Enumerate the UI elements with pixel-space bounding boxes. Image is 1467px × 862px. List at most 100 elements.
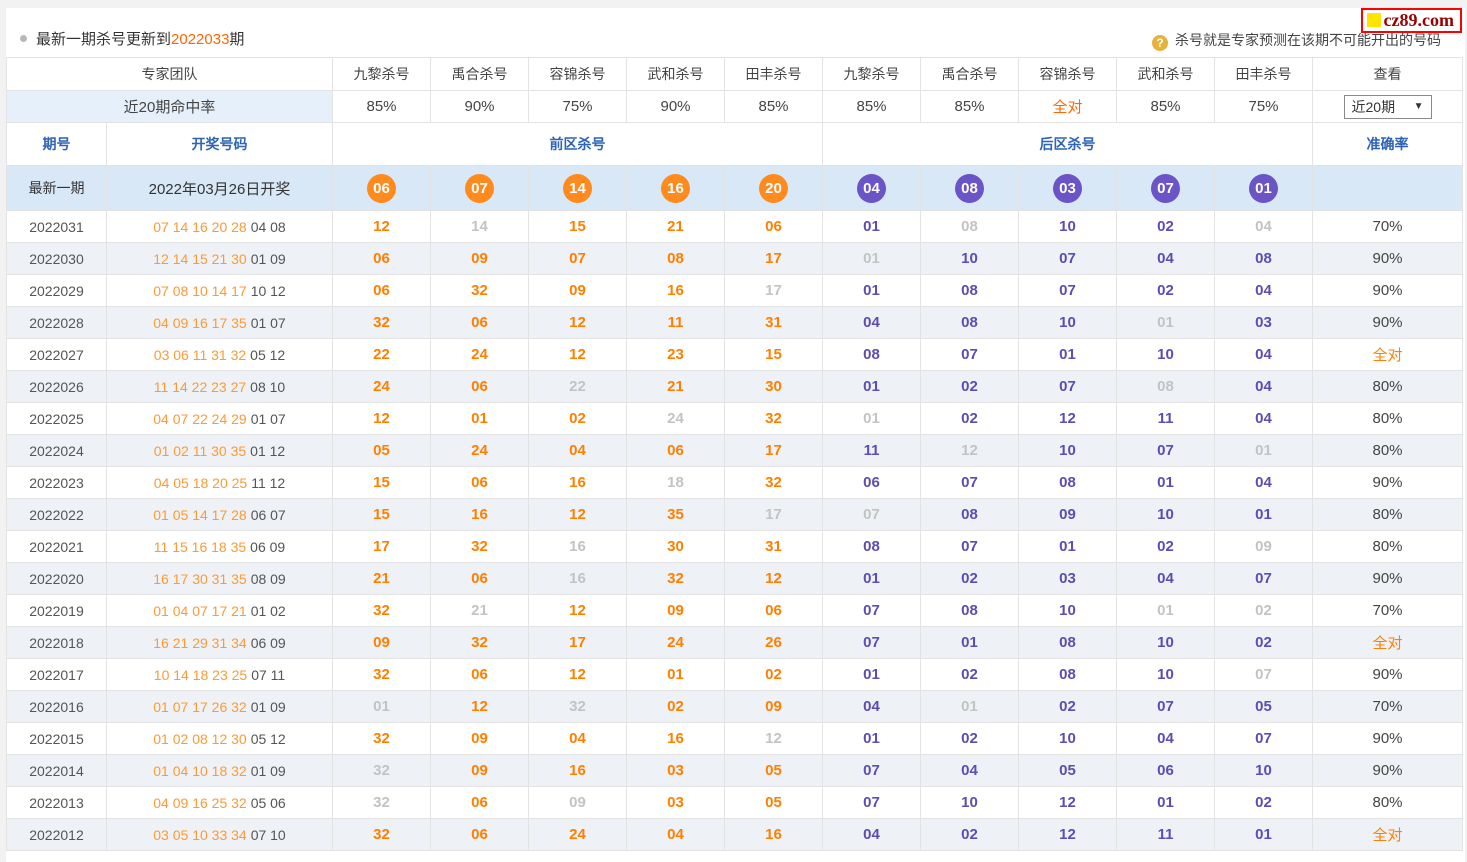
back-kill-number: 08 [920,498,1019,531]
back-kill-number: 10 [1116,338,1215,371]
front-kill-number: 30 [724,370,823,403]
front-draw-numbers: 10 14 18 23 25 [153,666,248,683]
front-kill-number: 06 [626,434,725,467]
front-kill-number: 02 [724,658,823,691]
back-kill-number: 08 [920,594,1019,627]
front-kill-number: 32 [430,274,529,307]
back-kill-number: 02 [1116,274,1215,307]
front-kill-number: 06 [430,786,529,819]
front-kill-number: 06 [724,210,823,243]
front-kill-number: 32 [332,658,431,691]
latest-back-kill-cell: 03 [1018,165,1117,211]
back-kill-number: 01 [1116,594,1215,627]
draw-numbers-cell: 07 08 10 14 17 10 12 [106,274,333,307]
accuracy-cell: 90% [1312,754,1463,787]
front-kill-number: 32 [430,626,529,659]
back-kill-number: 10 [1018,306,1117,339]
back-kill-number: 01 [1214,498,1313,531]
front-kill-number: 12 [724,722,823,755]
front-draw-numbers: 01 05 14 17 28 [153,506,247,523]
accuracy-cell: 90% [1312,242,1463,275]
front-kill-number: 15 [528,210,627,243]
front-kill-number: 12 [332,210,431,243]
front-kill-number: 09 [430,754,529,787]
front-kill-number: 22 [528,370,627,403]
back-draw-numbers: 04 08 [250,218,286,235]
front-kill-number: 32 [332,786,431,819]
issue-cell: 2022017 [6,658,107,691]
issue-cell: 2022018 [6,626,107,659]
latest-prediction-row: 最新一期 2022年03月26日开奖 06 07 14 16 20 04 08 … [6,165,1463,211]
back-kill-number: 07 [822,786,921,819]
front-kill-number: 09 [528,786,627,819]
front-draw-numbers: 04 07 22 24 29 [153,410,247,427]
latest-back-kill-cell: 04 [822,165,921,211]
back-kill-number: 09 [1018,498,1117,531]
back-kill-number: 07 [920,338,1019,371]
draw-numbers-cell: 01 05 14 17 28 06 07 [106,498,333,531]
draw-numbers-cell: 01 02 08 12 30 05 12 [106,722,333,755]
table-row: 2022019 01 04 07 17 21 01 02 32 21 12 09 06 07 08… [6,594,1463,627]
back-kill-number: 01 [1214,434,1313,467]
accuracy-cell: 80% [1312,370,1463,403]
front-kill-number: 03 [626,786,725,819]
back-kill-number: 10 [1116,658,1215,691]
back-draw-numbers: 01 09 [250,762,286,779]
table-row: 2022023 04 05 18 20 25 11 12 15 06 16 18 32 06 07… [6,466,1463,499]
top-bar: 最新一期杀号更新到2022033期 ? 杀号就是专家预测在该期不可能开出的号码 c… [6,8,1465,57]
issue-cell: 2022028 [6,306,107,339]
hit-rate-value: 90% [430,90,529,123]
front-kill-number: 06 [332,274,431,307]
latest-back-kill-cell: 08 [920,165,1019,211]
back-kill-number: 08 [822,338,921,371]
issue-header: 期号 [6,122,107,166]
back-kill-number: 07 [1214,722,1313,755]
front-kill-number: 21 [332,562,431,595]
back-draw-numbers: 06 07 [250,506,286,523]
back-kill-number: 07 [822,626,921,659]
back-kill-number: 08 [920,274,1019,307]
front-kill-number: 06 [430,306,529,339]
back-draw-numbers: 01 07 [250,410,286,427]
back-kill-number: 07 [1214,562,1313,595]
back-kill-header: 后区杀号 [822,122,1313,166]
front-kill-number: 06 [430,562,529,595]
range-dropdown[interactable]: 近20期 ▼ [1343,94,1432,119]
expert-column-header: 禹合杀号 [920,57,1019,91]
table-row: 2022012 03 05 10 33 34 07 10 32 06 24 04 16 04 02… [6,818,1463,851]
front-kill-number: 21 [430,594,529,627]
expert-column-header: 九黎杀号 [332,57,431,91]
front-draw-numbers: 04 05 18 20 25 [153,474,248,491]
back-kill-number: 11 [1116,818,1215,851]
back-kill-number: 04 [822,818,921,851]
back-kill-number: 01 [822,274,921,307]
accuracy-header: 准确率 [1312,122,1463,166]
back-draw-numbers: 08 09 [250,570,286,587]
back-kill-number: 05 [1018,754,1117,787]
back-kill-number: 06 [1116,754,1215,787]
accuracy-cell: 80% [1312,530,1463,563]
front-kill-number: 24 [430,434,529,467]
accuracy-cell: 80% [1312,434,1463,467]
front-kill-number: 24 [332,370,431,403]
question-mark-icon[interactable]: ? [1152,35,1168,51]
expert-column-header: 禹合杀号 [430,57,529,91]
back-kill-number: 01 [1116,306,1215,339]
front-kill-number: 32 [332,818,431,851]
latest-issue-label: 最新一期 [6,165,107,211]
back-kill-number: 10 [1018,594,1117,627]
expert-column-header: 武和杀号 [1116,57,1215,91]
front-kill-number: 16 [430,498,529,531]
issue-cell: 2022031 [6,210,107,243]
front-kill-number: 24 [626,402,725,435]
draw-header: 开奖号码 [106,122,333,166]
issue-cell: 2022030 [6,242,107,275]
back-kill-number: 04 [1116,722,1215,755]
kill-ball-front: 07 [465,173,494,203]
back-kill-number: 01 [822,658,921,691]
front-kill-number: 01 [430,402,529,435]
range-select-cell: 近20期 ▼ [1312,90,1463,123]
front-kill-number: 11 [626,306,725,339]
site-logo[interactable]: cz89.com [1360,8,1462,33]
front-kill-number: 32 [528,690,627,723]
